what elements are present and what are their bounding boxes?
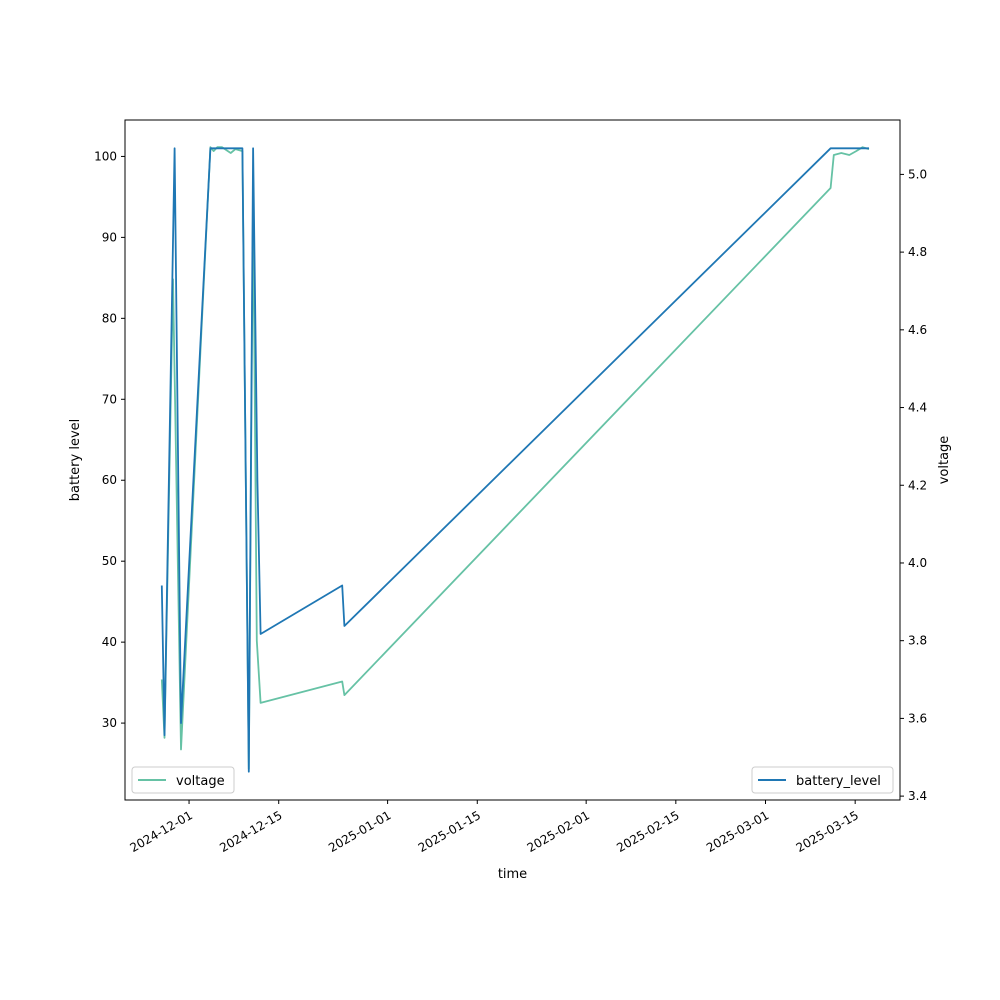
y-right-tick-label: 4.2: [908, 478, 927, 492]
legend-battery-level: battery_level: [751, 766, 894, 794]
y-left-tick-label: 60: [102, 473, 117, 487]
series-layer: [160, 146, 870, 773]
y-axis-left: 30 40 50 60 70 80 90 100: [94, 149, 125, 730]
y-right-tick-label: 3.8: [908, 634, 927, 648]
y-left-tick-label: 40: [102, 635, 117, 649]
y-left-tick-label: 70: [102, 392, 117, 406]
y-axis-left-label: battery level: [68, 419, 83, 502]
y-left-tick-label: 80: [102, 311, 117, 325]
y-right-tick-label: 4.0: [908, 556, 927, 570]
y-left-tick-label: 90: [102, 230, 117, 244]
y-right-tick-label: 4.6: [908, 323, 927, 337]
y-left-tick-label: 30: [102, 716, 117, 730]
y-axis-right-label: voltage: [937, 436, 952, 485]
plot-area: [124, 119, 901, 801]
y-right-tick-label: 3.6: [908, 711, 927, 725]
y-left-tick-label: 50: [102, 554, 117, 568]
y-right-tick-label: 4.8: [908, 245, 927, 259]
y-left-tick-label: 100: [94, 149, 117, 163]
y-right-tick-label: 3.4: [908, 789, 927, 803]
y-right-tick-label: 4.4: [908, 401, 927, 415]
legend-voltage: voltage: [131, 766, 235, 794]
plot-frame: [124, 119, 901, 801]
legend-voltage-label: voltage: [176, 774, 225, 789]
x-axis-label: time: [498, 867, 527, 882]
legend-battery-level-box: [751, 766, 894, 794]
y-axis-right: 3.4 3.6 3.8 4.0 4.2 4.4 4.6 4.8 5.0: [900, 167, 927, 803]
series-line-battery-level: [160, 147, 869, 773]
legend-battery-level-label: battery_level: [796, 774, 881, 789]
legend-voltage-box: [131, 766, 235, 794]
y-right-tick-label: 5.0: [908, 167, 927, 181]
